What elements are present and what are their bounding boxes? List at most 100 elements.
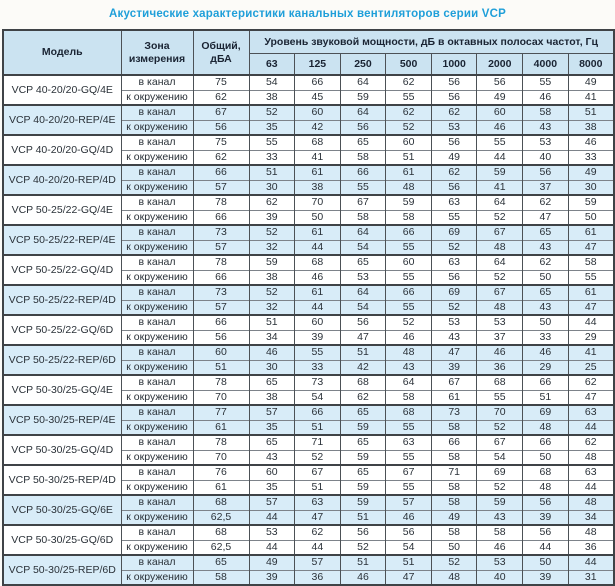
total-dba-cell: 65 xyxy=(192,554,250,570)
zone-cell: к окружению xyxy=(120,179,194,195)
band-value-cell: 58 xyxy=(385,209,432,225)
band-value-cell: 39 xyxy=(522,509,569,525)
band-value-cell: 63 xyxy=(430,194,478,210)
model-cell: VCP 50-30/25-GQ/4D xyxy=(2,434,122,465)
band-value-cell: 48 xyxy=(522,479,569,495)
band-value-cell: 61 xyxy=(294,284,341,300)
band-value-cell: 38 xyxy=(567,119,615,135)
model-cell: VCP 40-20/20-GQ/4E xyxy=(2,74,122,105)
band-value-cell: 52 xyxy=(248,104,296,120)
band-value-cell: 35 xyxy=(248,119,296,135)
model-cell: VCP 50-25/22-REP/4E xyxy=(2,224,122,255)
model-cell: VCP 50-25/22-GQ/6D xyxy=(2,314,122,345)
total-dba-cell: 66 xyxy=(192,209,250,225)
band-value-cell: 61 xyxy=(294,164,341,180)
band-value-cell: 43 xyxy=(385,359,432,375)
band-value-cell: 65 xyxy=(522,284,569,300)
total-dba-cell: 60 xyxy=(192,344,250,360)
band-value-cell: 56 xyxy=(522,494,569,510)
zone-cell: к окружению xyxy=(120,509,194,525)
zone-cell: в канал xyxy=(120,374,194,390)
band-value-cell: 65 xyxy=(339,134,387,150)
band-value-cell: 70 xyxy=(294,194,341,210)
band-value-cell: 32 xyxy=(248,299,296,315)
total-dba-cell: 78 xyxy=(192,374,250,390)
band-value-cell: 58 xyxy=(430,419,478,435)
table-row: VCP 50-30/25-GQ/6E в канал 68 57 63 59 57 58 59 5… xyxy=(2,494,615,525)
band-value-cell: 55 xyxy=(385,479,432,495)
band-value-cell: 62 xyxy=(522,194,569,210)
model-cell: VCP 50-25/22-GQ/4D xyxy=(2,254,122,285)
band-value-cell: 50 xyxy=(522,269,569,285)
band-value-cell: 56 xyxy=(430,89,478,105)
band-value-cell: 39 xyxy=(430,359,478,375)
band-value-cell: 50 xyxy=(522,554,569,570)
table-row: к окружению 70 38 54 62 58 61 55 51 47 xyxy=(3,389,615,405)
band-value-cell: 46 xyxy=(522,89,569,105)
model-cell: VCP 50-30/25-GQ/4E xyxy=(2,374,122,405)
band-value-cell: 51 xyxy=(339,509,387,525)
band-value-cell: 36 xyxy=(567,539,615,555)
table-row: к окружению 62,5 44 47 51 46 49 43 39 34 xyxy=(3,509,615,525)
band-value-cell: 52 xyxy=(430,554,478,570)
zone-cell: в канал xyxy=(120,464,194,480)
table-row: VCP 50-30/25-GQ/4D в канал 78 65 71 65 63 66 67 6… xyxy=(2,434,615,465)
band-value-cell: 59 xyxy=(476,164,524,180)
band-value-cell: 56 xyxy=(339,314,387,330)
band-value-cell: 59 xyxy=(339,89,387,105)
band-value-cell: 68 xyxy=(339,374,387,390)
band-value-cell: 65 xyxy=(248,374,296,390)
zone-cell: в канал xyxy=(120,284,194,300)
band-value-cell: 55 xyxy=(476,389,524,405)
band-value-cell: 63 xyxy=(567,464,615,480)
zone-cell: в канал xyxy=(120,104,194,120)
band-value-cell: 46 xyxy=(248,344,296,360)
model-cell: VCP 50-30/25-REP/4D xyxy=(2,464,122,495)
band-value-cell: 44 xyxy=(567,314,615,330)
band-value-cell: 67 xyxy=(476,284,524,300)
acoustic-characteristics-table: Модель Зона измерения Общий, дБА Уровень… xyxy=(2,29,615,586)
total-dba-cell: 70 xyxy=(192,389,250,405)
table-row: к окружению 61 35 51 59 55 58 52 48 44 xyxy=(3,479,615,495)
zone-cell: к окружению xyxy=(120,449,194,465)
band-value-cell: 64 xyxy=(339,284,387,300)
band-value-cell: 56 xyxy=(430,134,478,150)
band-value-cell: 73 xyxy=(294,374,341,390)
band-value-cell: 46 xyxy=(476,539,524,555)
band-value-cell: 52 xyxy=(430,239,478,255)
band-value-cell: 57 xyxy=(248,494,296,510)
band-value-cell: 50 xyxy=(522,449,569,465)
total-dba-cell: 57 xyxy=(192,179,250,195)
band-value-cell: 39 xyxy=(294,329,341,345)
band-value-cell: 46 xyxy=(294,269,341,285)
band-value-cell: 36 xyxy=(294,569,341,585)
band-value-cell: 50 xyxy=(567,209,615,225)
band-value-cell: 54 xyxy=(339,239,387,255)
band-value-cell: 62 xyxy=(385,74,432,90)
zone-cell: к окружению xyxy=(120,119,194,135)
model-cell: VCP 50-30/25-REP/6D xyxy=(2,554,122,585)
band-value-cell: 47 xyxy=(294,509,341,525)
band-value-cell: 52 xyxy=(385,119,432,135)
band-value-cell: 69 xyxy=(430,224,478,240)
band-value-cell: 71 xyxy=(430,464,478,480)
band-value-cell: 48 xyxy=(476,299,524,315)
band-value-cell: 46 xyxy=(522,344,569,360)
band-value-cell: 50 xyxy=(294,209,341,225)
band-value-cell: 54 xyxy=(385,539,432,555)
band-value-cell: 63 xyxy=(567,404,615,420)
band-value-cell: 47 xyxy=(567,389,615,405)
table-row: к окружению 57 32 44 54 55 52 48 43 47 xyxy=(3,299,615,315)
total-dba-cell: 57 xyxy=(192,299,250,315)
table-row: к окружению 57 32 44 54 55 52 48 43 47 xyxy=(3,239,615,255)
table-header: Модель Зона измерения Общий, дБА Уровень… xyxy=(2,30,615,76)
zone-cell: к окружению xyxy=(120,329,194,345)
band-value-cell: 55 xyxy=(385,419,432,435)
total-dba-cell: 73 xyxy=(192,224,250,240)
band-value-cell: 38 xyxy=(248,89,296,105)
band-value-cell: 51 xyxy=(567,104,615,120)
band-value-cell: 68 xyxy=(522,464,569,480)
total-dba-cell: 78 xyxy=(192,254,250,270)
band-value-cell: 53 xyxy=(430,314,478,330)
band-value-cell: 70 xyxy=(476,404,524,420)
